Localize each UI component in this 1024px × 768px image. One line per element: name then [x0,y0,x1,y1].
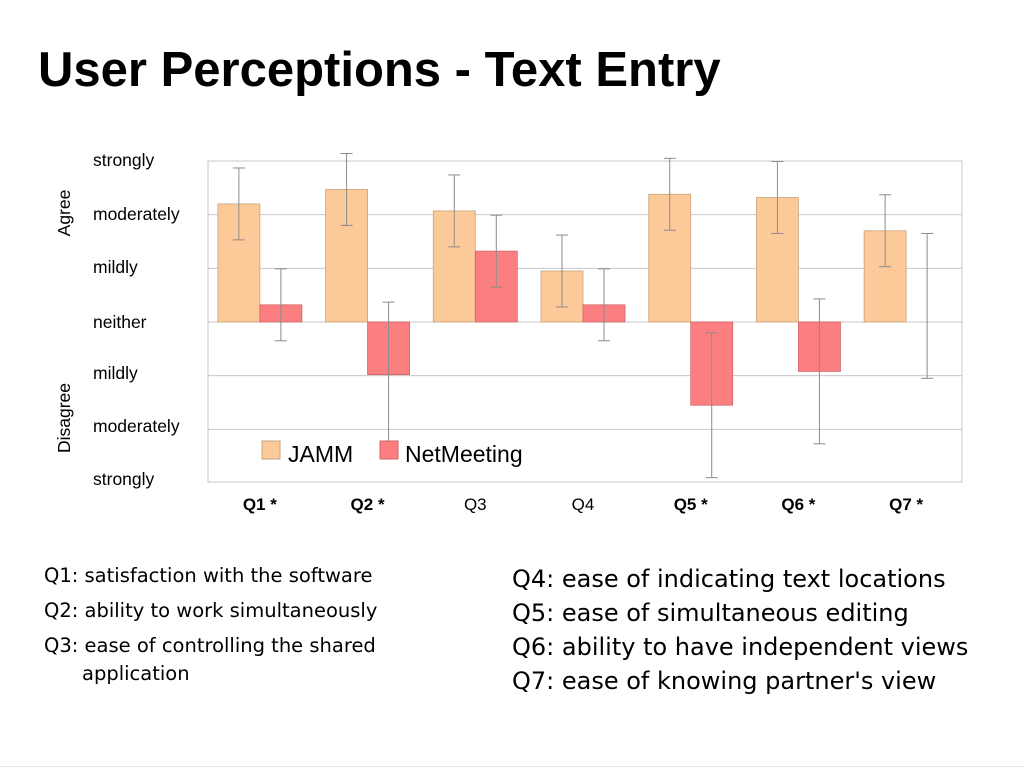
note-q5: Q5: ease of simultaneous editing [512,599,909,627]
bottom-divider [0,766,1024,767]
y-tick-label: strongly [93,150,155,170]
x-tick-label: Q5 * [674,495,708,514]
notes-left: Q1: satisfaction with the software Q2: a… [44,562,444,695]
y-group-label-agree: Agree [54,190,74,237]
notes-right: Q4: ease of indicating text locations Q5… [512,562,1012,698]
slide-title: User Perceptions - Text Entry [38,43,721,97]
note-q1: Q1: satisfaction with the software [44,564,373,587]
x-tick-label: Q2 * [351,495,385,514]
x-tick-label: Q1 * [243,495,277,514]
x-tick-label: Q7 * [889,495,923,514]
note-q3: Q3: ease of controlling the shared appli… [44,634,376,685]
legend-swatch-jamm [261,440,281,460]
y-group-label-disagree: Disagree [54,383,74,453]
note-q2: Q2: ability to work simultaneously [44,599,378,622]
legend: JAMM NetMeeting [261,440,523,467]
y-tick-label: strongly [93,469,155,489]
x-tick-label: Q3 [464,495,487,514]
y-tick-label: neither [93,312,147,332]
x-tick-label: Q4 [572,495,595,514]
note-q7: Q7: ease of knowing partner's view [512,667,937,695]
x-tick-label: Q6 * [781,495,815,514]
y-tick-label: mildly [93,363,138,383]
legend-label-netmeeting: NetMeeting [405,441,523,467]
legend-swatch-netmeeting [379,440,399,460]
note-q4: Q4: ease of indicating text locations [512,565,946,593]
bar-chart: strongly moderately mildly neither mildly mod… [54,150,963,514]
y-tick-label: moderately [93,204,180,224]
note-q6: Q6: ability to have independent views [512,633,969,661]
y-tick-label: moderately [93,416,180,436]
legend-label-jamm: JAMM [288,441,353,467]
y-tick-label: mildly [93,257,138,277]
